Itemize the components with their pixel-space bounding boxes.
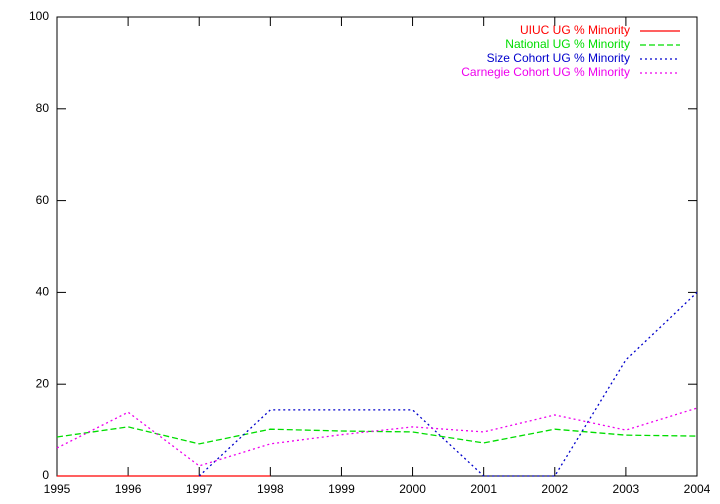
x-tick-label: 1995: [44, 482, 71, 496]
x-tick-label: 1999: [328, 482, 355, 496]
x-tick-label: 2000: [399, 482, 426, 496]
x-tick-label: 1998: [257, 482, 284, 496]
legend-label: Size Cohort UG % Minority: [487, 51, 630, 65]
legend-label: National UG % Minority: [505, 37, 630, 51]
y-tick-label: 100: [29, 9, 49, 23]
plot-frame: [56, 16, 698, 477]
x-tick-label: 2001: [470, 482, 497, 496]
legend-label: UIUC UG % Minority: [520, 23, 630, 37]
x-tick-label: 2004: [684, 482, 711, 496]
y-tick-label: 80: [36, 101, 50, 115]
series-line: [56, 407, 698, 467]
y-tick-label: 60: [36, 193, 50, 207]
legend-label: Carnegie Cohort UG % Minority: [461, 65, 630, 79]
series-line: [198, 291, 698, 477]
y-tick-label: 40: [36, 285, 50, 299]
x-tick-label: 1997: [186, 482, 213, 496]
y-tick-label: 20: [36, 376, 50, 390]
y-tick-label: 0: [42, 468, 49, 482]
series-line: [56, 426, 698, 445]
x-tick-label: 1996: [115, 482, 142, 496]
x-tick-label: 2002: [541, 482, 568, 496]
x-tick-label: 2003: [613, 482, 640, 496]
